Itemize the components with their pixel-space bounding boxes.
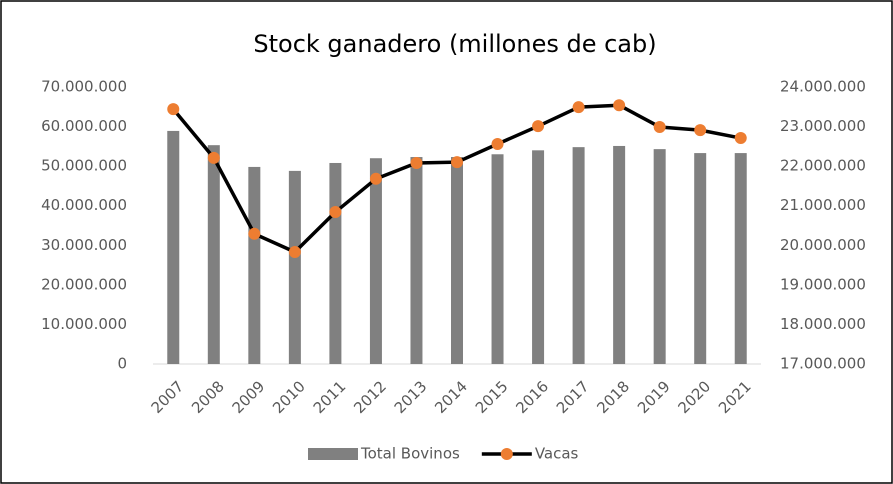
marker xyxy=(734,132,747,145)
y-tick-label: 20.000.000 xyxy=(41,275,127,293)
legend-label: Total Bovinos xyxy=(360,445,460,463)
bar xyxy=(329,162,342,364)
legend-swatch xyxy=(308,448,358,460)
bar xyxy=(734,153,747,364)
bar xyxy=(694,153,707,364)
bar xyxy=(451,157,463,364)
bar xyxy=(248,166,261,364)
y-tick-label: 10.000.000 xyxy=(41,315,127,333)
marker xyxy=(248,227,261,240)
marker xyxy=(207,151,220,164)
y-tick-label: 0 xyxy=(117,355,127,373)
y-tick-label: 70.000.000 xyxy=(41,78,127,96)
bar xyxy=(653,149,666,364)
marker xyxy=(369,172,382,185)
y2-tick-label: 23.000.000 xyxy=(780,117,866,135)
y2-tick-label: 24.000.000 xyxy=(780,78,866,96)
y-tick-label: 40.000.000 xyxy=(41,196,127,214)
bar xyxy=(207,145,220,364)
chart-title: Stock ganadero (millones de cab) xyxy=(253,30,656,58)
legend-marker xyxy=(500,448,513,460)
bar xyxy=(369,158,382,364)
marker xyxy=(694,124,707,137)
marker xyxy=(491,137,504,150)
legend-label: Vacas xyxy=(535,445,579,463)
bar xyxy=(613,145,626,364)
y2-tick-label: 21.000.000 xyxy=(780,196,866,214)
marker xyxy=(410,156,423,169)
y-tick-label: 30.000.000 xyxy=(41,236,127,254)
marker xyxy=(329,206,342,219)
marker xyxy=(572,101,585,114)
y2-tick-label: 19.000.000 xyxy=(780,275,866,293)
bar xyxy=(572,147,585,364)
bar xyxy=(410,157,423,364)
y-tick-label: 50.000.000 xyxy=(41,157,127,175)
bar xyxy=(491,154,504,364)
y2-tick-label: 18.000.000 xyxy=(780,315,866,333)
y2-tick-label: 20.000.000 xyxy=(780,236,866,254)
marker xyxy=(653,120,666,133)
marker xyxy=(451,156,463,169)
bar xyxy=(532,150,545,364)
y2-tick-label: 17.000.000 xyxy=(780,355,866,373)
marker xyxy=(532,120,545,133)
marker xyxy=(167,103,180,116)
bar xyxy=(288,170,301,364)
marker xyxy=(613,99,626,112)
y2-tick-label: 22.000.000 xyxy=(780,157,866,175)
y-tick-label: 60.000.000 xyxy=(41,117,127,135)
marker xyxy=(288,246,301,259)
bar xyxy=(167,130,180,364)
